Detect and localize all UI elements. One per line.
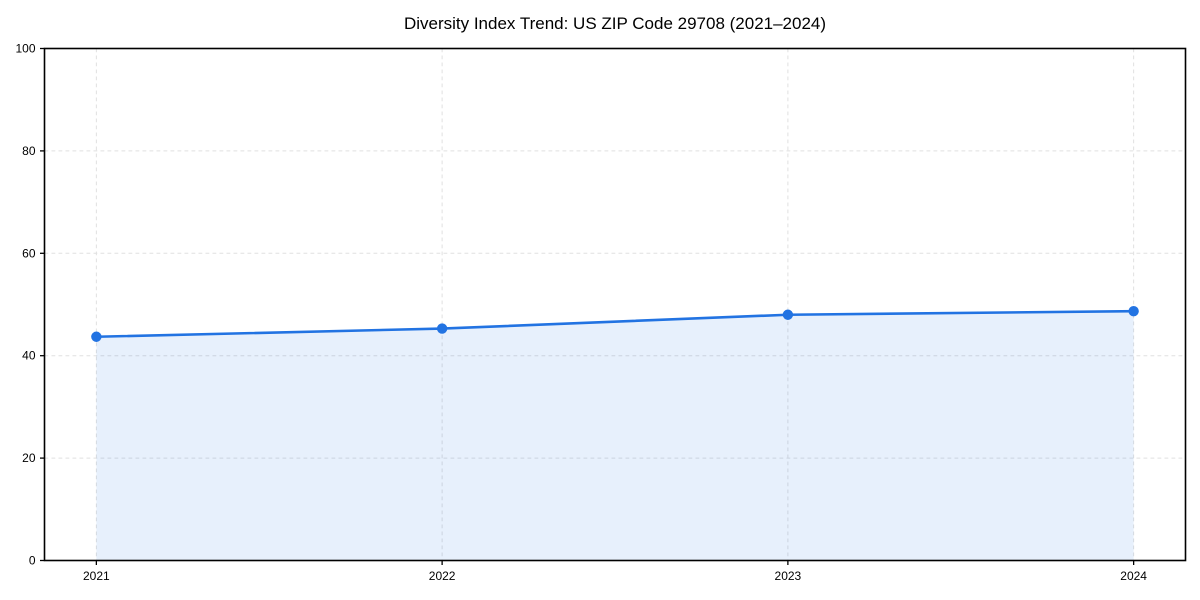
data-point-marker	[436, 323, 448, 334]
y-axis-tick-label: 60	[22, 246, 36, 260]
y-axis-tick-label: 20	[22, 451, 36, 465]
x-axis-tick-label: 2021	[83, 569, 110, 583]
y-axis-tick-label: 0	[29, 554, 36, 568]
data-point-marker	[1128, 305, 1139, 317]
y-axis-tick-label: 100	[15, 42, 35, 56]
x-axis-tick-label: 2024	[1120, 569, 1147, 583]
x-axis-tick-label: 2023	[775, 569, 802, 583]
axes: 0 20 40 60 80 100 2021 2022 2023 2024	[15, 42, 1187, 583]
series-layer	[91, 305, 1139, 561]
area-fill	[96, 311, 1134, 561]
plot-frame	[43, 47, 1187, 562]
data-point-marker	[782, 309, 794, 320]
x-axis-tick-label: 2022	[429, 569, 456, 583]
chart-title: Diversity Index Trend: US ZIP Code 29708…	[404, 14, 826, 33]
data-point-marker	[91, 331, 102, 342]
line-series	[95, 309, 1135, 339]
y-axis-tick-label: 80	[22, 144, 36, 158]
y-axis-tick-label: 40	[22, 349, 36, 363]
